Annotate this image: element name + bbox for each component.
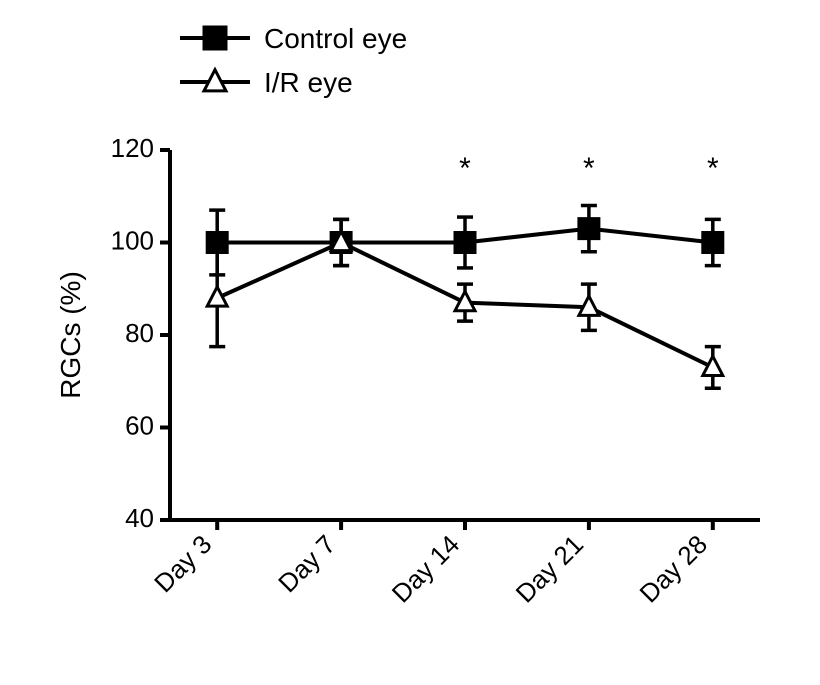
x-tick-label: Day 21 [510,529,589,608]
x-tick-label: Day 3 [148,529,217,598]
y-tick-label: 100 [111,225,154,255]
y-tick-label: 80 [125,318,154,348]
line-chart: Control eye I/R eye 40 60 80 100 120 RGCs (%) Da… [0,0,820,685]
y-tick-label: 60 [125,410,154,440]
x-tick-label: Day 14 [386,529,465,608]
legend-label-ir: I/R eye [264,67,353,98]
legend-marker-control [204,27,226,49]
marker-control [455,233,475,253]
significance-star: * [583,152,595,185]
x-tick-label: Day 7 [272,529,341,598]
significance-star: * [707,152,719,185]
chart-container: Control eye I/R eye 40 60 80 100 120 RGCs (%) Da… [0,0,820,685]
significance-star: * [459,152,471,185]
marker-control [579,219,599,239]
y-axis-label: RGCs (%) [55,271,86,399]
legend: Control eye I/R eye [180,23,407,98]
x-tick-label: Day 28 [634,529,713,608]
legend-label-control: Control eye [264,23,407,54]
y-tick-label: 40 [125,503,154,533]
y-tick-label: 120 [111,133,154,163]
marker-control [703,233,723,253]
